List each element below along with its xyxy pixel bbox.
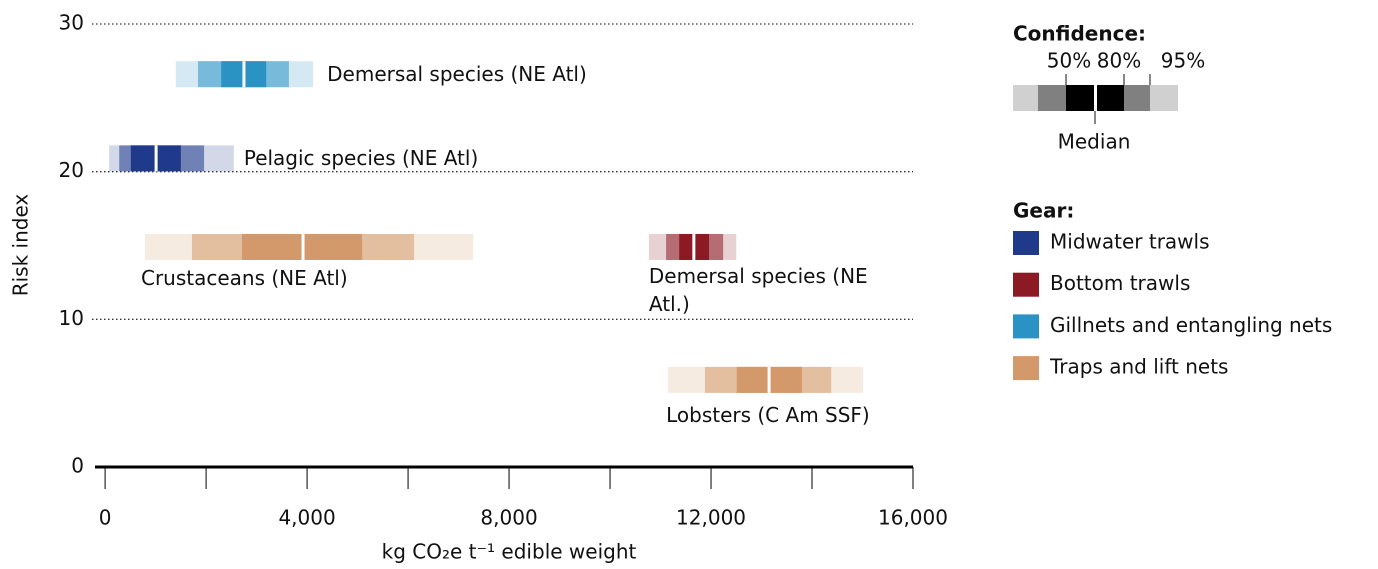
x-tick-label: 0 <box>99 506 112 530</box>
series-label: Demersal species (NE Atl) <box>327 62 587 87</box>
y-tick-label: 30 <box>59 11 84 35</box>
legend-swatch <box>1013 356 1039 381</box>
gear-title: Gear: <box>1013 199 1074 223</box>
conf-median <box>1094 85 1097 111</box>
conf-swatch <box>1013 85 1038 111</box>
y-axis-label: Risk index <box>9 194 33 297</box>
median <box>301 233 305 260</box>
median <box>767 366 771 393</box>
x-tick-label: 8,000 <box>480 506 537 530</box>
y-tick-label: 0 <box>71 454 84 478</box>
confidence-title: Confidence: <box>1013 22 1146 46</box>
conf-label: 95% <box>1161 49 1205 73</box>
median <box>692 233 696 260</box>
legend-swatch <box>1013 272 1039 297</box>
series-label: Crustaceans (NE Atl) <box>140 265 348 290</box>
legend-label: Bottom trawls <box>1050 271 1190 295</box>
series-label: Lobsters (C Am SSF) <box>666 402 870 427</box>
conf-swatch <box>1038 85 1066 111</box>
conf-swatch <box>1150 85 1178 111</box>
x-axis-label: kg CO₂e t⁻¹ edible weight <box>382 540 637 564</box>
conf-label: 50% <box>1047 49 1091 73</box>
conf-label: 80% <box>1097 49 1141 73</box>
median <box>154 145 158 172</box>
series-label: Pelagic species (NE Atl) <box>243 146 479 171</box>
legend-label: Traps and lift nets <box>1049 355 1228 379</box>
legend-swatch <box>1013 231 1039 255</box>
series-label: Demersal species (NE Atl.) <box>648 263 868 316</box>
median <box>242 61 246 88</box>
x-tick-label: 16,000 <box>878 506 948 530</box>
y-tick-label: 20 <box>59 158 84 182</box>
x-tick-label: 12,000 <box>676 506 746 530</box>
conf-swatch <box>1124 85 1150 111</box>
median-label: Median <box>1058 130 1131 154</box>
x-tick-label: 4,000 <box>278 506 335 530</box>
legend-label: Midwater trawls <box>1050 230 1210 254</box>
legend-swatch <box>1013 314 1039 339</box>
legend-label: Gillnets and entangling nets <box>1050 313 1332 337</box>
y-tick-label: 10 <box>59 306 84 330</box>
